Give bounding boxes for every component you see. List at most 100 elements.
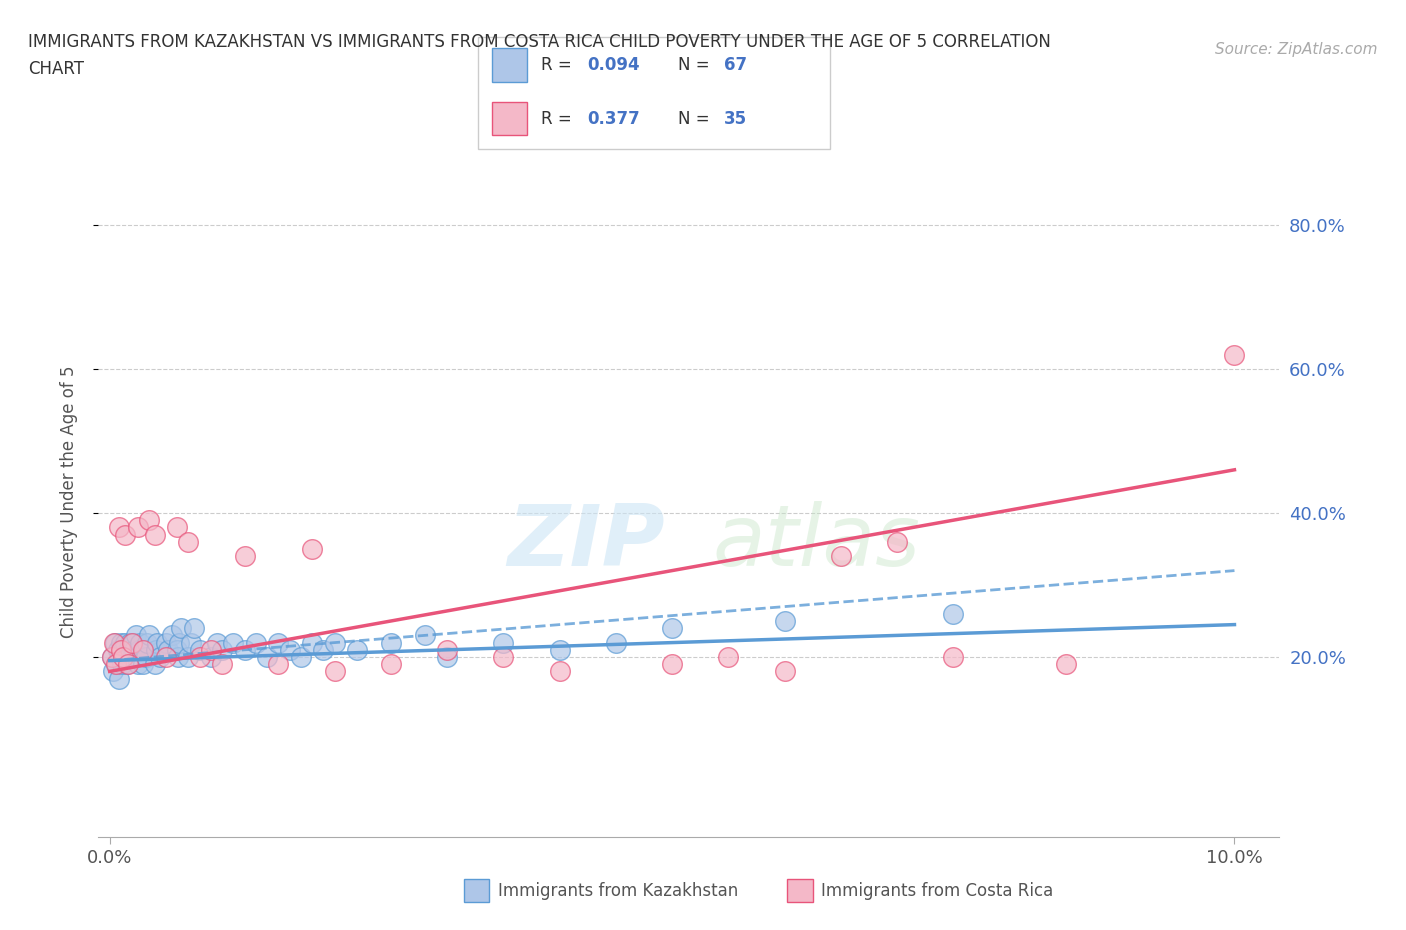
Point	[128, 643, 150, 658]
Point	[492, 649, 515, 664]
Point	[145, 643, 167, 658]
Point	[110, 635, 132, 650]
Point	[661, 657, 683, 671]
FancyBboxPatch shape	[492, 102, 527, 136]
Point	[413, 628, 436, 643]
Point	[188, 649, 211, 664]
Point	[233, 643, 256, 658]
Point	[177, 535, 200, 550]
FancyBboxPatch shape	[478, 37, 830, 149]
Point	[166, 643, 188, 658]
Point	[492, 635, 515, 650]
Point	[112, 643, 135, 658]
Point	[169, 620, 191, 635]
Point	[118, 649, 141, 664]
Point	[127, 520, 149, 535]
Point	[605, 635, 627, 650]
Text: atlas: atlas	[713, 501, 921, 584]
Point	[105, 657, 128, 671]
Point	[346, 643, 368, 658]
Point	[155, 635, 177, 650]
Point	[773, 614, 796, 629]
Point	[117, 643, 139, 658]
Point	[104, 635, 127, 650]
Point	[110, 643, 132, 658]
Point	[380, 635, 402, 650]
Point	[166, 520, 188, 535]
Point	[1054, 657, 1077, 671]
Point	[121, 649, 143, 664]
Point	[278, 643, 301, 658]
Text: IMMIGRANTS FROM KAZAKHSTAN VS IMMIGRANTS FROM COSTA RICA CHILD POVERTY UNDER THE: IMMIGRANTS FROM KAZAKHSTAN VS IMMIGRANTS…	[28, 33, 1052, 50]
Point	[160, 628, 183, 643]
Text: N =: N =	[678, 56, 716, 74]
Point	[548, 664, 571, 679]
FancyBboxPatch shape	[492, 48, 527, 82]
Point	[103, 635, 125, 650]
Point	[146, 635, 169, 650]
Point	[222, 635, 245, 650]
Point	[942, 649, 965, 664]
Point	[548, 643, 571, 658]
Point	[138, 628, 160, 643]
Point	[323, 635, 346, 650]
Point	[773, 664, 796, 679]
Text: 0.094: 0.094	[588, 56, 640, 74]
Text: Source: ZipAtlas.com: Source: ZipAtlas.com	[1215, 42, 1378, 57]
Text: 35: 35	[724, 110, 747, 127]
Point	[200, 643, 222, 658]
Point	[661, 620, 683, 635]
Point	[233, 549, 256, 564]
Point	[105, 657, 128, 671]
Point	[312, 643, 335, 658]
Point	[114, 635, 136, 650]
Point	[167, 649, 190, 664]
Point	[134, 643, 156, 658]
Point	[267, 657, 290, 671]
Point	[101, 649, 124, 664]
Point	[107, 520, 129, 535]
Point	[117, 657, 139, 671]
Point	[267, 635, 290, 650]
Point	[125, 649, 148, 664]
Point	[830, 549, 852, 564]
Text: R =: R =	[541, 110, 578, 127]
Point	[124, 628, 146, 643]
Point	[127, 657, 149, 671]
Point	[436, 643, 458, 658]
Point	[135, 635, 157, 650]
Point	[155, 649, 177, 664]
Point	[301, 635, 323, 650]
Point	[111, 657, 134, 671]
Point	[200, 649, 222, 664]
Point	[112, 649, 135, 664]
Point	[886, 535, 908, 550]
Point	[135, 649, 157, 664]
Point	[323, 664, 346, 679]
Point	[112, 649, 135, 664]
Point	[129, 635, 152, 650]
Point	[717, 649, 740, 664]
Text: CHART: CHART	[28, 60, 84, 78]
Point	[122, 635, 145, 650]
Point	[138, 512, 160, 527]
Point	[380, 657, 402, 671]
Point	[115, 657, 138, 671]
Text: R =: R =	[541, 56, 578, 74]
Point	[124, 643, 146, 658]
Point	[107, 643, 129, 658]
Text: 0.377: 0.377	[588, 110, 640, 127]
Point	[245, 635, 267, 650]
Point	[101, 649, 124, 664]
Point	[177, 649, 200, 664]
Text: ZIP: ZIP	[508, 501, 665, 584]
Point	[290, 649, 312, 664]
Point	[143, 657, 166, 671]
Point	[183, 620, 205, 635]
Point	[256, 649, 278, 664]
Point	[301, 541, 323, 556]
Point	[1223, 347, 1246, 362]
Point	[132, 657, 155, 671]
Point	[114, 527, 136, 542]
Point	[157, 643, 180, 658]
